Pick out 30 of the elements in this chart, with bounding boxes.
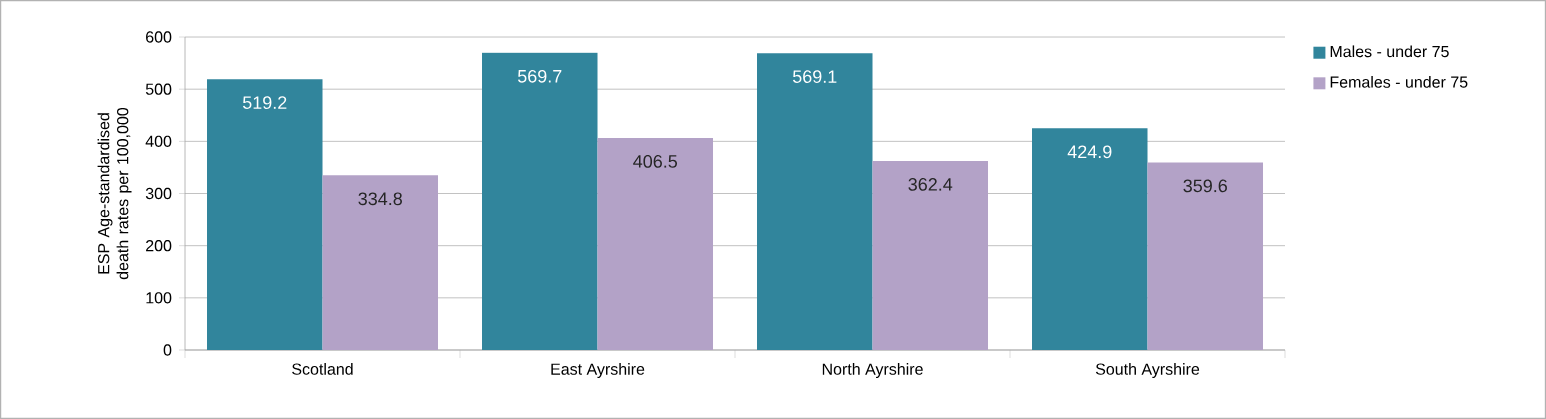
- x-tick-label: Scotland: [292, 363, 353, 375]
- legend-label: Females - under 75: [1330, 76, 1468, 88]
- bar: [322, 175, 439, 350]
- bar: [207, 79, 323, 350]
- bar: [757, 53, 873, 350]
- bar: [1147, 162, 1264, 350]
- y-tick-label: 500: [145, 83, 172, 95]
- y-tick-label: 300: [145, 187, 172, 200]
- legend-label: Males - under 75: [1330, 45, 1449, 58]
- y-tick-label: 200: [146, 240, 172, 252]
- x-tick-label: North Ayrshire: [822, 363, 923, 378]
- y-tick-label: 400: [145, 135, 172, 148]
- bar: [872, 160, 989, 350]
- data-label: 519.2: [242, 96, 287, 109]
- bar: [1032, 128, 1148, 350]
- data-label: 569.7: [517, 69, 562, 83]
- y-tick-label: 100: [146, 292, 172, 304]
- x-tick-label: South Ayrshire: [1095, 363, 1200, 378]
- y-tick-label: 600: [146, 31, 172, 43]
- data-label: 334.8: [358, 192, 402, 206]
- data-label: 406.5: [633, 155, 678, 168]
- x-tick-label: East Ayrshire: [551, 363, 645, 378]
- bar: [482, 52, 598, 350]
- data-label: 359.6: [1183, 179, 1227, 193]
- data-label: 569.1: [792, 70, 837, 83]
- data-label: 362.4: [908, 178, 953, 191]
- y-tick-label: 0: [163, 344, 172, 356]
- bar: [597, 137, 714, 350]
- y-axis-title: ESP Age-standardised death rates per 100,000: [97, 107, 132, 280]
- data-label: 424.9: [1067, 145, 1112, 159]
